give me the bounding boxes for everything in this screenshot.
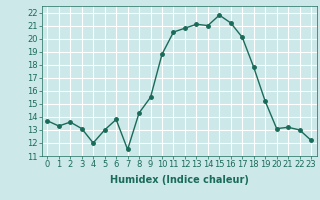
X-axis label: Humidex (Indice chaleur): Humidex (Indice chaleur) [110, 175, 249, 185]
